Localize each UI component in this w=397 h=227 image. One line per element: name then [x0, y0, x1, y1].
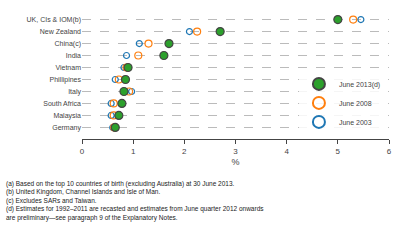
svg-text:0: 0 — [80, 147, 85, 156]
svg-text:(a) Based on the top 10 countr: (a) Based on the top 10 countries of bir… — [6, 180, 264, 222]
svg-text:Vietnam: Vietnam — [55, 64, 81, 71]
svg-text:Italy: Italy — [68, 88, 81, 96]
svg-text:6: 6 — [387, 147, 392, 156]
svg-text:June 2008: June 2008 — [339, 100, 372, 107]
svg-text:2: 2 — [182, 147, 187, 156]
svg-text:June 2003: June 2003 — [339, 119, 372, 126]
svg-text:1: 1 — [131, 147, 136, 156]
svg-text:Phillipines: Phillipines — [49, 76, 81, 84]
svg-text:India: India — [66, 52, 81, 59]
svg-text:China(c): China(c) — [55, 40, 81, 48]
svg-text:4: 4 — [284, 147, 289, 156]
svg-text:New Zealand: New Zealand — [40, 28, 81, 35]
svg-text:Germany: Germany — [52, 124, 81, 132]
svg-text:3: 3 — [233, 147, 238, 156]
svg-text:South Africa: South Africa — [43, 100, 81, 107]
svg-text:June 2013(d): June 2013(d) — [339, 81, 380, 89]
svg-text:5: 5 — [336, 147, 341, 156]
svg-text:UK, CIs & IOM(b): UK, CIs & IOM(b) — [27, 16, 81, 24]
svg-text:Malaysia: Malaysia — [53, 112, 81, 120]
svg-text:%: % — [231, 157, 239, 167]
